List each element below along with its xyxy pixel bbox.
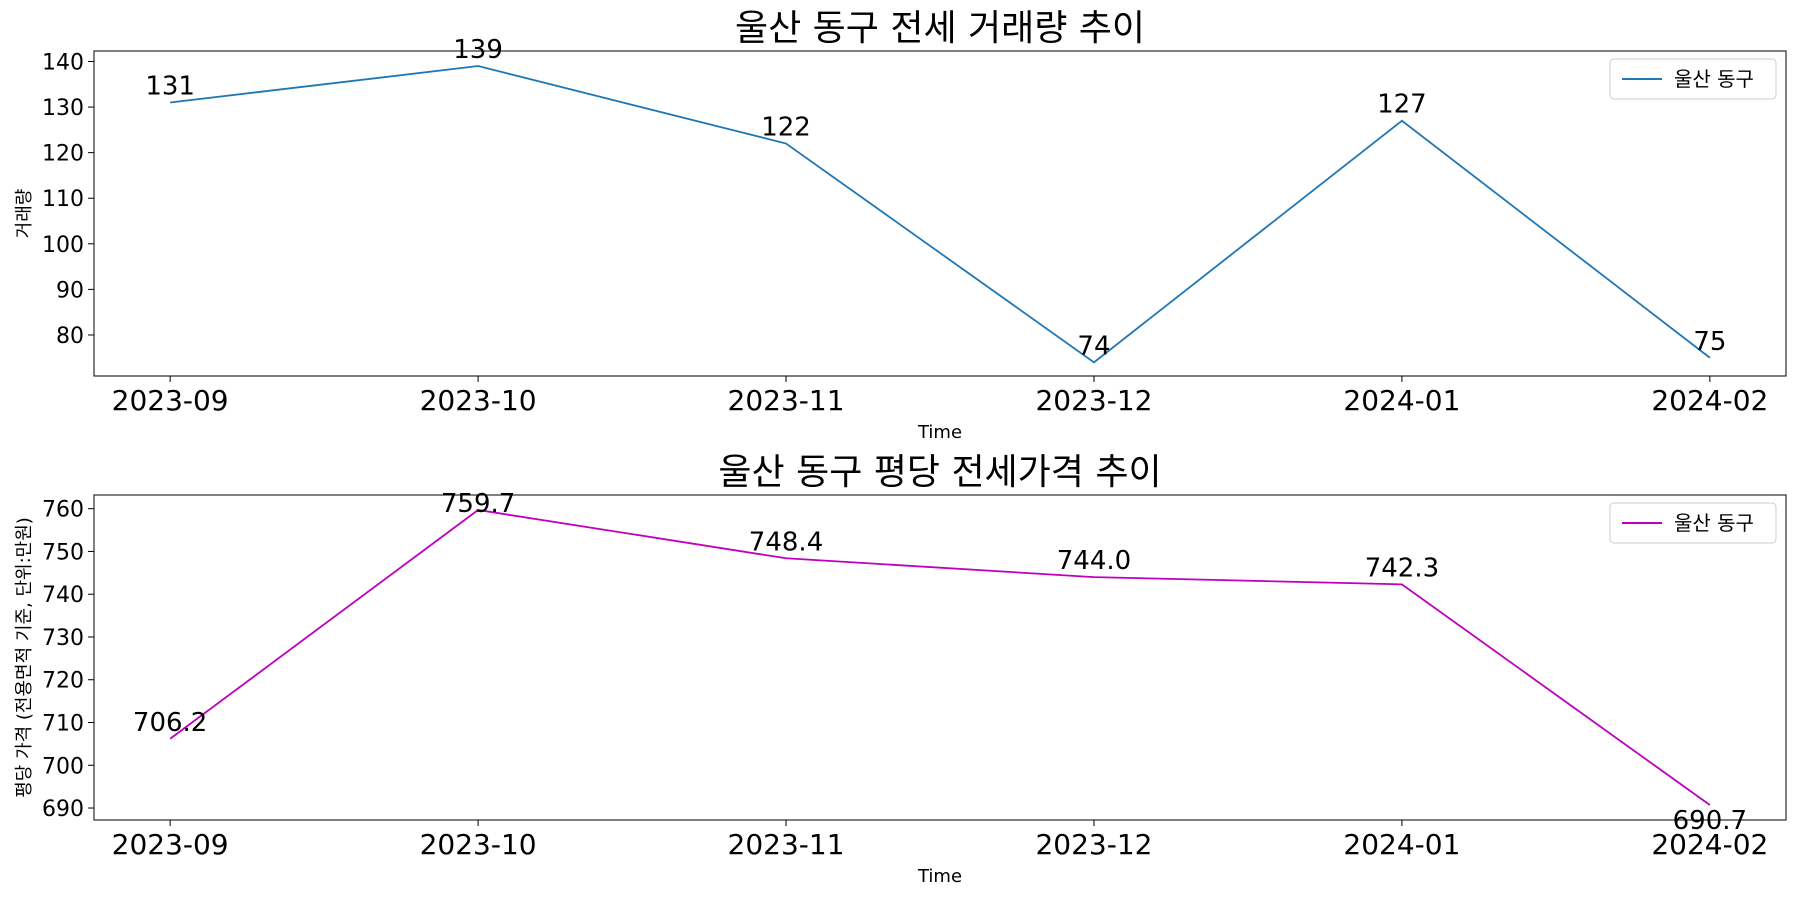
y-tick-label: 120 [42,142,84,167]
chart-transaction-volume: 울산 동구 전세 거래량 추이 80 90 100 110 120 130 140 2023-0… [14,8,1787,443]
plot-frame [93,50,1787,377]
data-label: 122 [761,113,811,143]
x-tick-label: 2024-01 [1343,384,1460,417]
data-label: 75 [1693,327,1726,357]
data-label: 744.0 [1057,546,1131,576]
chart-title: 울산 동구 평당 전세가격 추이 [718,452,1161,493]
x-tick-label: 2023-11 [728,384,845,417]
x-tick-label: 2023-12 [1035,828,1152,861]
data-label: 127 [1377,90,1427,120]
y-tick-label: 130 [42,96,84,121]
x-tick-label: 2023-11 [728,828,845,861]
y-axis-label: 거래량 [14,189,35,239]
data-label: 131 [145,72,195,102]
y-tick-label: 140 [42,50,84,75]
y-tick-label: 90 [56,278,84,303]
data-label: 748.4 [749,527,823,557]
x-tick-label: 2024-01 [1343,828,1460,861]
x-tick-label: 2023-10 [420,828,537,861]
x-tick-label: 2024-02 [1651,384,1768,417]
y-tick-label: 740 [42,583,84,608]
x-axis-label: Time [917,422,962,443]
y-tick-label: 760 [42,498,84,523]
y-tick-label: 700 [42,754,84,779]
x-tick-label: 2023-10 [420,384,537,417]
x-tick-label: 2023-09 [112,384,229,417]
legend-box [1609,58,1777,100]
plot-frame [93,494,1787,821]
series-line [169,509,1711,806]
y-tick-label: 690 [42,797,84,822]
y-tick-label: 710 [42,712,84,737]
y-tick-label: 730 [42,626,84,651]
x-tick-label: 2024-02 [1651,828,1768,861]
y-tick-label: 80 [56,324,84,349]
x-tick-label: 2023-09 [112,828,229,861]
y-tick-label: 720 [42,669,84,694]
y-tick-label: 100 [42,233,84,258]
data-label: 74 [1077,331,1110,361]
data-label: 690.7 [1673,806,1747,836]
data-label: 139 [453,35,503,65]
legend-box [1609,502,1777,544]
series-line [170,65,1711,364]
x-axis-label: Time [917,866,962,887]
data-label: 759.7 [441,489,515,519]
legend-label: 울산 동구 [1674,67,1754,91]
y-axis-label: 평당 가격 (전용면적 기준, 단위:만원) [14,517,35,798]
data-label: 706.2 [133,708,207,738]
legend-label: 울산 동구 [1674,511,1754,535]
data-label: 742.3 [1365,553,1439,583]
chart-title: 울산 동구 전세 거래량 추이 [735,8,1145,49]
x-tick-label: 2023-12 [1035,384,1152,417]
y-tick-label: 110 [42,187,84,212]
chart-price-per-pyeong: 울산 동구 평당 전세가격 추이 690 700 710 720 730 740 750 760… [14,452,1787,887]
y-tick-label: 750 [42,540,84,565]
